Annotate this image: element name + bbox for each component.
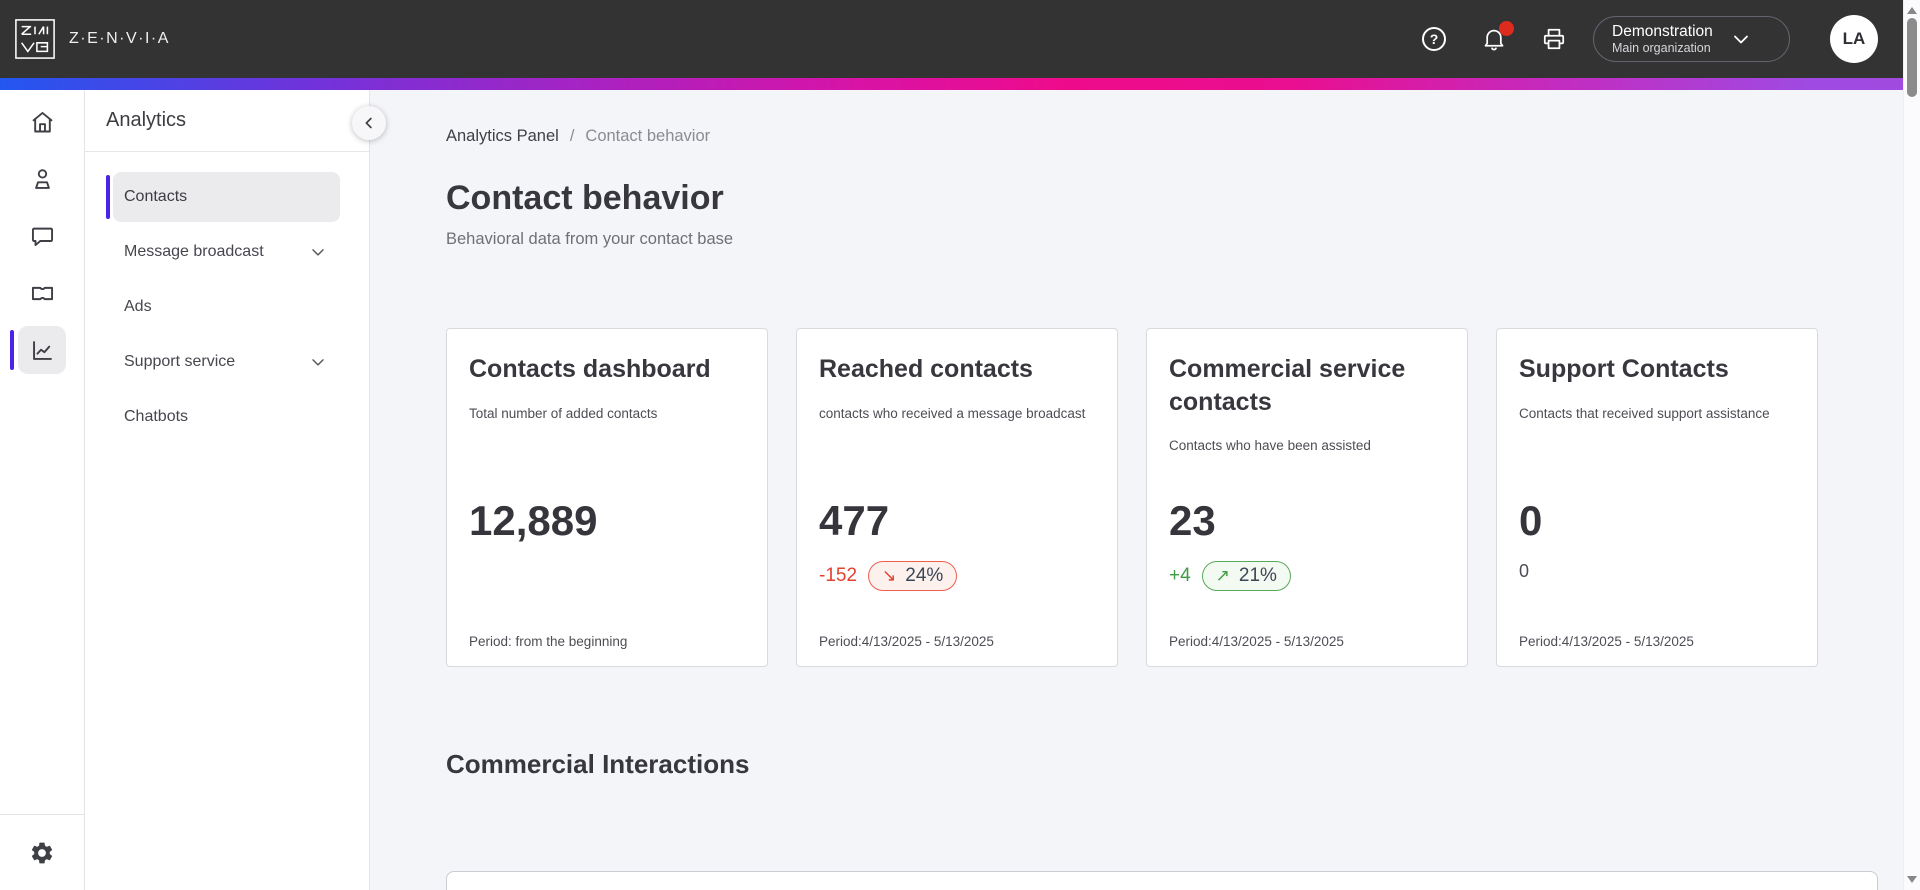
- card-reached-contacts: Reached contacts contacts who received a…: [796, 328, 1118, 667]
- delta-value: 0: [1519, 561, 1530, 581]
- kpi-cards-row: Contacts dashboard Total number of added…: [446, 328, 1878, 667]
- section-title-commercial-interactions: Commercial Interactions: [446, 749, 750, 779]
- card-title: Support Contacts: [1519, 355, 1729, 383]
- ticket-icon: [18, 269, 66, 317]
- rail-item-tickets[interactable]: [0, 269, 85, 317]
- delta-value: +4: [1169, 565, 1191, 586]
- sidebar-item-label: Ads: [124, 298, 152, 315]
- page-title: Contact behavior: [446, 179, 724, 217]
- chat-icon: [18, 212, 66, 260]
- user-avatar[interactable]: LA: [1830, 15, 1878, 63]
- chevron-down-icon: [308, 352, 328, 372]
- print-button[interactable]: [1541, 26, 1567, 52]
- trend-down-icon: ↘: [882, 566, 897, 585]
- icon-rail: [0, 90, 85, 890]
- card-description: Total number of added contacts: [469, 405, 658, 421]
- card-description: contacts who received a message broadcas…: [819, 405, 1086, 421]
- page-scrollbar[interactable]: [1903, 0, 1920, 890]
- sidebar-item-chatbots[interactable]: Chatbots: [113, 392, 340, 442]
- card-value: 0: [1519, 497, 1543, 544]
- help-icon: ?: [1422, 27, 1446, 51]
- notifications-button[interactable]: [1481, 21, 1514, 52]
- chevron-down-icon: [1729, 27, 1753, 51]
- card-contacts-dashboard: Contacts dashboard Total number of added…: [446, 328, 768, 667]
- scroll-up-arrow[interactable]: [1907, 7, 1917, 14]
- zenvia-logo-icon: [14, 18, 56, 60]
- card-commercial-service-contacts: Commercial service contacts Contacts who…: [1146, 328, 1468, 667]
- chevron-down-icon: [308, 242, 328, 262]
- sidebar-item-ads[interactable]: Ads: [113, 282, 340, 332]
- card-period: Period:4/13/2025 - 5/13/2025: [1519, 634, 1694, 649]
- rail-item-home[interactable]: [0, 98, 85, 146]
- rail-item-contacts[interactable]: [0, 155, 85, 203]
- delta-percent: 21%: [1238, 565, 1277, 586]
- home-icon: [18, 98, 66, 146]
- card-description: Contacts who have been assisted: [1169, 438, 1371, 453]
- sidebar-item-label: Support service: [124, 353, 236, 370]
- delta-value: -152: [819, 565, 858, 586]
- organization-sub: Main organization: [1612, 40, 1711, 55]
- topbar: Z·E·N·V·I·A ?: [0, 0, 1903, 78]
- gear-icon: [29, 840, 55, 866]
- breadcrumb-analytics-panel[interactable]: Analytics Panel: [446, 127, 559, 145]
- help-button[interactable]: ?: [1421, 26, 1447, 52]
- rail-item-conversations[interactable]: [0, 212, 85, 260]
- card-delta-row: 0: [1519, 561, 1529, 582]
- card-value: 12,889: [469, 497, 598, 544]
- chevron-left-icon: [360, 114, 378, 132]
- rail-item-analytics[interactable]: [0, 326, 85, 374]
- sidebar-item-message-broadcast[interactable]: Message broadcast: [113, 227, 340, 277]
- person-icon: [18, 155, 66, 203]
- card-description: Contacts that received support assistanc…: [1519, 405, 1770, 421]
- sidebar-title: Analytics: [85, 90, 369, 152]
- card-support-contacts: Support Contacts Contacts that received …: [1496, 328, 1818, 667]
- card-value: 477: [819, 497, 890, 544]
- breadcrumb: Analytics Panel / Contact behavior: [446, 127, 1878, 146]
- card-title: Reached contacts: [819, 355, 1033, 383]
- breadcrumb-current: Contact behavior: [585, 127, 711, 145]
- sidebar-item-label: Message broadcast: [124, 243, 264, 260]
- delta-percent: 24%: [905, 565, 944, 586]
- rail-item-settings[interactable]: [0, 814, 84, 890]
- card-period: Period: from the beginning: [469, 634, 628, 649]
- scroll-down-arrow[interactable]: [1907, 876, 1917, 883]
- trend-badge: ↘ 24%: [868, 561, 958, 591]
- card-title: Contacts dashboard: [469, 355, 711, 383]
- chart-line-icon: [18, 326, 66, 374]
- trend-up-icon: ↗: [1215, 566, 1230, 585]
- card-period: Period:4/13/2025 - 5/13/2025: [819, 634, 994, 649]
- main-content: Analytics Panel / Contact behavior Conta…: [370, 90, 1903, 890]
- notification-badge: [1499, 21, 1514, 36]
- brand-name: Z·E·N·V·I·A: [69, 30, 170, 47]
- sidebar-collapse-button[interactable]: [352, 106, 386, 140]
- commercial-interactions-card: [446, 871, 1878, 890]
- bell-icon: [1481, 26, 1507, 52]
- page-subtitle: Behavioral data from your contact base: [446, 230, 734, 248]
- sidebar-item-label: Chatbots: [124, 408, 189, 425]
- printer-icon: [1541, 26, 1567, 52]
- sidebar-menu: Contacts Message broadcast Ads Support s…: [85, 152, 369, 442]
- breadcrumb-separator: /: [569, 127, 575, 145]
- card-period: Period:4/13/2025 - 5/13/2025: [1169, 634, 1344, 649]
- card-delta-row: +4 ↗ 21%: [1169, 561, 1291, 591]
- brand-gradient-bar: [0, 78, 1903, 90]
- card-value: 23: [1169, 497, 1216, 544]
- sidebar-item-support-service[interactable]: Support service: [113, 337, 340, 387]
- trend-badge: ↗ 21%: [1201, 561, 1291, 591]
- sidebar-item-label: Contacts: [124, 188, 188, 205]
- brand[interactable]: Z·E·N·V·I·A: [14, 18, 170, 60]
- scrollbar-thumb[interactable]: [1907, 18, 1917, 97]
- card-title: Commercial service contacts: [1169, 355, 1406, 416]
- card-delta-row: -152 ↘ 24%: [819, 561, 958, 591]
- analytics-sidebar: Analytics Contacts Message broadcast Ads…: [85, 90, 386, 890]
- organization-name: Demonstration: [1612, 22, 1713, 40]
- organization-selector[interactable]: Demonstration Main organization: [1593, 16, 1790, 62]
- sidebar-item-contacts[interactable]: Contacts: [106, 172, 340, 222]
